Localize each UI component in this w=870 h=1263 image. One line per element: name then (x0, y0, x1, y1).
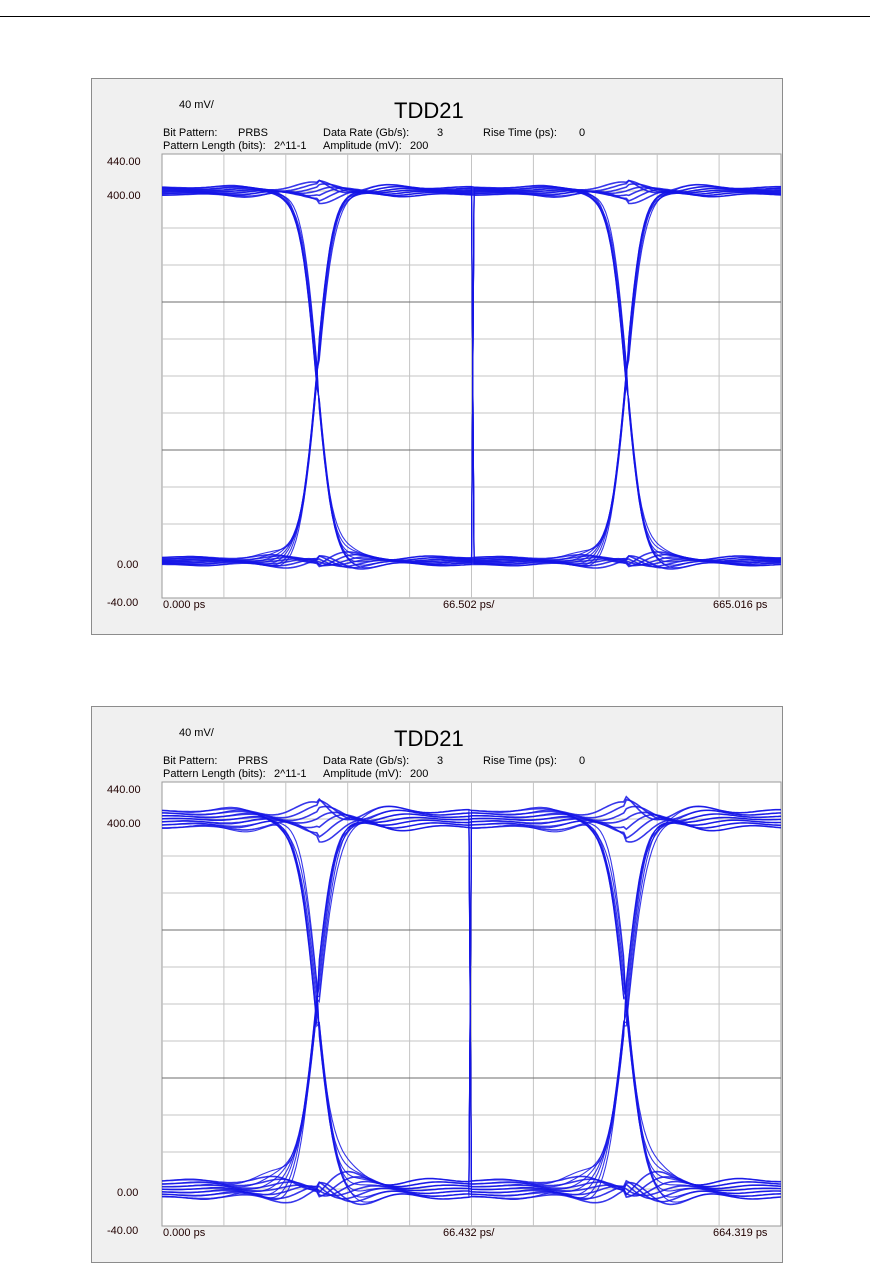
x-end-label: 664.319 ps (713, 1227, 768, 1239)
eye-traces (161, 179, 782, 570)
eye-trace-lh (161, 816, 782, 1193)
eye-traces (161, 795, 782, 1206)
pattern-length-value: 2^11-1 (274, 140, 307, 152)
eye-trace-hl (162, 192, 782, 569)
scale-label: 40 mV/ (179, 99, 214, 111)
y-tick-bottom: -40.00 (107, 1225, 139, 1237)
chart-title: TDD21 (394, 98, 464, 123)
y-tick-low: 0.00 (117, 1187, 139, 1199)
y-tick-top: 440.00 (107, 784, 141, 796)
y-tick-top: 440.00 (107, 156, 141, 168)
eye-trace-lh (161, 805, 781, 1185)
x-end-label: 665.016 ps (713, 599, 768, 611)
pattern-length-label: Pattern Length (bits): (163, 768, 266, 780)
pattern-length-label: Pattern Length (bits): (163, 140, 266, 152)
eye-trace-hl (162, 187, 782, 562)
eye-trace-hl (161, 184, 781, 561)
eye-trace-lh (161, 813, 782, 1190)
eye-diagram-panel-2: 40 mV/ TDD21 Bit Pattern: PRBS Data Rate… (91, 706, 783, 1263)
x-division-label: 66.502 ps/ (443, 599, 495, 611)
page-top-rule (0, 16, 870, 17)
rise-time-label: Rise Time (ps): (483, 755, 557, 767)
x-division-label: 66.432 ps/ (443, 1227, 495, 1239)
eye-trace-lh (161, 809, 782, 1188)
eye-trace-lh (161, 184, 781, 560)
scale-label: 40 mV/ (179, 727, 214, 739)
y-tick-low: 0.00 (117, 559, 139, 571)
data-rate-value: 3 (437, 755, 444, 767)
eye-plot-2 (161, 781, 782, 1227)
x-start-label: 0.000 ps (163, 599, 206, 611)
chart-title: TDD21 (394, 726, 464, 751)
x-start-label: 0.000 ps (163, 1227, 206, 1239)
data-rate-value: 3 (437, 127, 444, 139)
amplitude-value: 200 (410, 768, 429, 780)
eye-plot-1 (161, 153, 782, 599)
y-tick-high: 400.00 (107, 190, 141, 202)
data-rate-label: Data Rate (Gb/s): (323, 755, 410, 767)
rise-time-value: 0 (579, 755, 586, 767)
eye-diagram-panel-1: 40 mV/ TDD21 Bit Pattern: PRBS Data Rate… (91, 78, 783, 635)
amplitude-value: 200 (410, 140, 429, 152)
bit-pattern-label: Bit Pattern: (163, 127, 218, 139)
data-rate-label: Data Rate (Gb/s): (323, 127, 410, 139)
amplitude-label: Amplitude (mV): (323, 140, 402, 152)
eye-trace-lh (161, 819, 781, 1196)
rise-time-label: Rise Time (ps): (483, 127, 557, 139)
pattern-length-value: 2^11-1 (274, 768, 307, 780)
bit-pattern-value: PRBS (238, 755, 268, 767)
eye-trace-hl (161, 806, 781, 1186)
amplitude-label: Amplitude (mV): (323, 768, 402, 780)
y-tick-high: 400.00 (107, 818, 141, 830)
rise-time-value: 0 (579, 127, 586, 139)
y-tick-bottom: -40.00 (107, 597, 139, 609)
bit-pattern-value: PRBS (238, 127, 268, 139)
bit-pattern-label: Bit Pattern: (163, 755, 218, 767)
